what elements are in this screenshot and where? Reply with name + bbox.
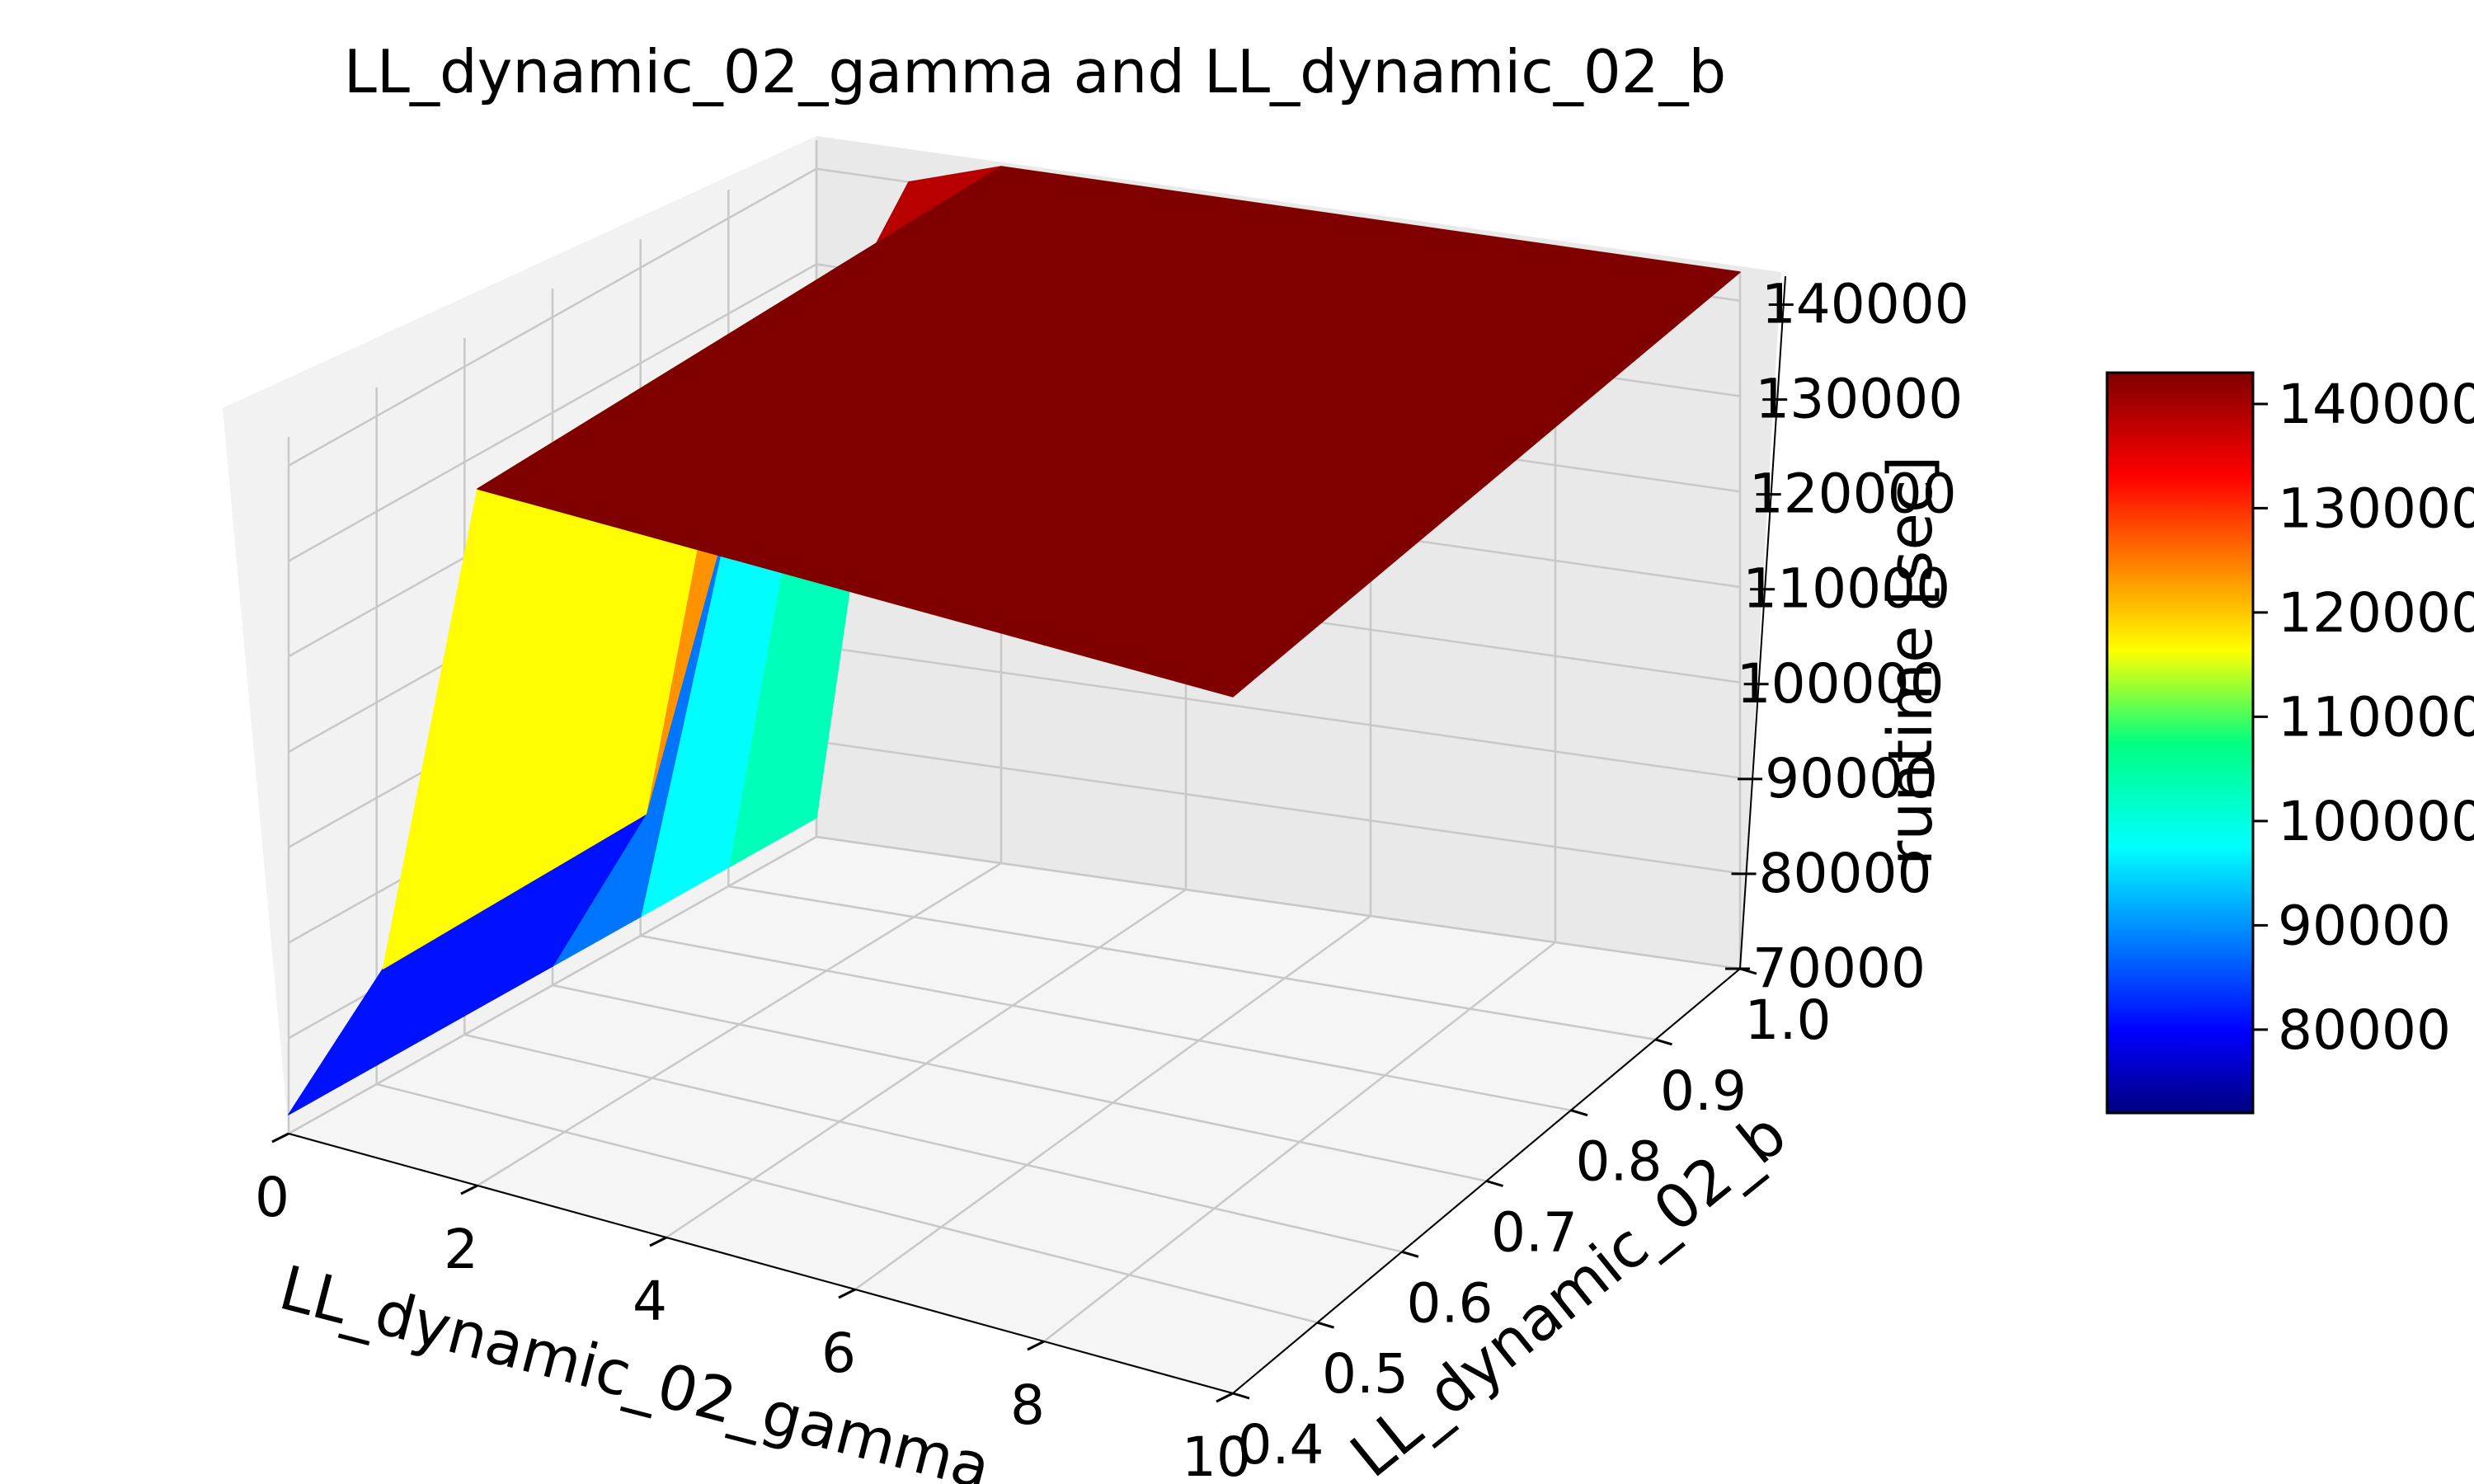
colorbar-ticks: 80000 90000 100000 110000 120000 130000 140000 — [2253, 373, 2474, 1062]
y-tick-label: 0.4 — [1238, 1413, 1324, 1477]
x-tick-mark — [460, 1184, 478, 1195]
surface-patch — [1043, 577, 1319, 697]
colorbar: 80000 90000 100000 110000 120000 130000 140000 — [2105, 371, 2474, 1115]
y-tick-mark — [1570, 1109, 1588, 1117]
colorbar-tick-label: 100000 — [2278, 790, 2474, 853]
x-tick-label: 2 — [444, 1218, 478, 1281]
z-tick-label: 100000 — [1737, 652, 1945, 716]
surface — [288, 166, 1741, 1115]
z-tick-label: 90000 — [1765, 747, 1938, 810]
y-tick-label: 1.0 — [1745, 989, 1832, 1052]
colorbar-tick-label: 130000 — [2278, 477, 2474, 540]
y-tick-mark — [1486, 1180, 1503, 1187]
z-axis-line — [1739, 275, 1786, 970]
y-tick-label: 0.5 — [1322, 1342, 1409, 1406]
y-gridline — [376, 1082, 1318, 1324]
colorbar-gradient — [2105, 371, 2255, 1115]
x-tick-mark — [838, 1288, 856, 1299]
y-tick-mark — [1655, 1038, 1672, 1046]
y-tick-label: 0.7 — [1491, 1201, 1578, 1265]
x-tick-label: 8 — [1010, 1374, 1045, 1437]
x-tick-label: 0 — [255, 1166, 289, 1229]
z-tick-label: 110000 — [1743, 557, 1950, 621]
colorbar-tick-label: 90000 — [2278, 894, 2451, 957]
y-tick-mark — [1232, 1392, 1250, 1400]
x-tick-mark — [649, 1236, 667, 1247]
y-gridline — [464, 1033, 1403, 1253]
chart-title: LL_dynamic_02_gamma and LL_dynamic_02_b — [344, 37, 1726, 106]
y-tick-label: 0.6 — [1407, 1271, 1493, 1335]
x-tick-mark — [1216, 1392, 1234, 1403]
z-gridline — [288, 835, 1741, 1135]
y-gridline — [728, 885, 1656, 1041]
y-gridline — [640, 934, 1572, 1111]
x-tick-mark — [271, 1132, 289, 1144]
z-axis-label: runtime [sec] — [1875, 456, 1946, 866]
colorbar-tick-label: 110000 — [2278, 685, 2474, 749]
x-tick-label: 4 — [633, 1270, 667, 1333]
colorbar-tick-label: 140000 — [2278, 373, 2474, 436]
z-axis: 70000 80000 90000 100000 110000 120000 130000 1… — [1725, 273, 1969, 1000]
z-tick-label: 70000 — [1752, 937, 1926, 1000]
floor-pane — [289, 837, 1740, 1393]
y-tick-label: 0.8 — [1576, 1130, 1663, 1194]
y-axis-line — [1232, 968, 1741, 1394]
x-axis-line — [288, 1133, 1234, 1394]
y-tick-mark — [1401, 1250, 1419, 1258]
z-tick-label: 140000 — [1761, 273, 1969, 336]
y-axis: 0.4 0.5 0.60.7 0.8 0.9 1.0 — [1232, 967, 1832, 1477]
z-tick-label: 130000 — [1755, 368, 1963, 431]
colorbar-tick-label: 80000 — [2278, 998, 2451, 1062]
y-tick-label: 0.9 — [1660, 1059, 1747, 1123]
x-tick-mark — [1027, 1340, 1045, 1351]
z-tick-label: 80000 — [1759, 842, 1932, 905]
y-tick-mark — [1317, 1321, 1334, 1329]
x-axis: 0 2 4 6 8 10 — [255, 1132, 1251, 1484]
y-gridline — [552, 984, 1487, 1182]
x-tick-label: 6 — [821, 1322, 856, 1385]
colorbar-tick-label: 120000 — [2278, 581, 2474, 645]
z-tick-label: 120000 — [1749, 463, 1957, 526]
x-tick-label: 10 — [1182, 1425, 1251, 1484]
